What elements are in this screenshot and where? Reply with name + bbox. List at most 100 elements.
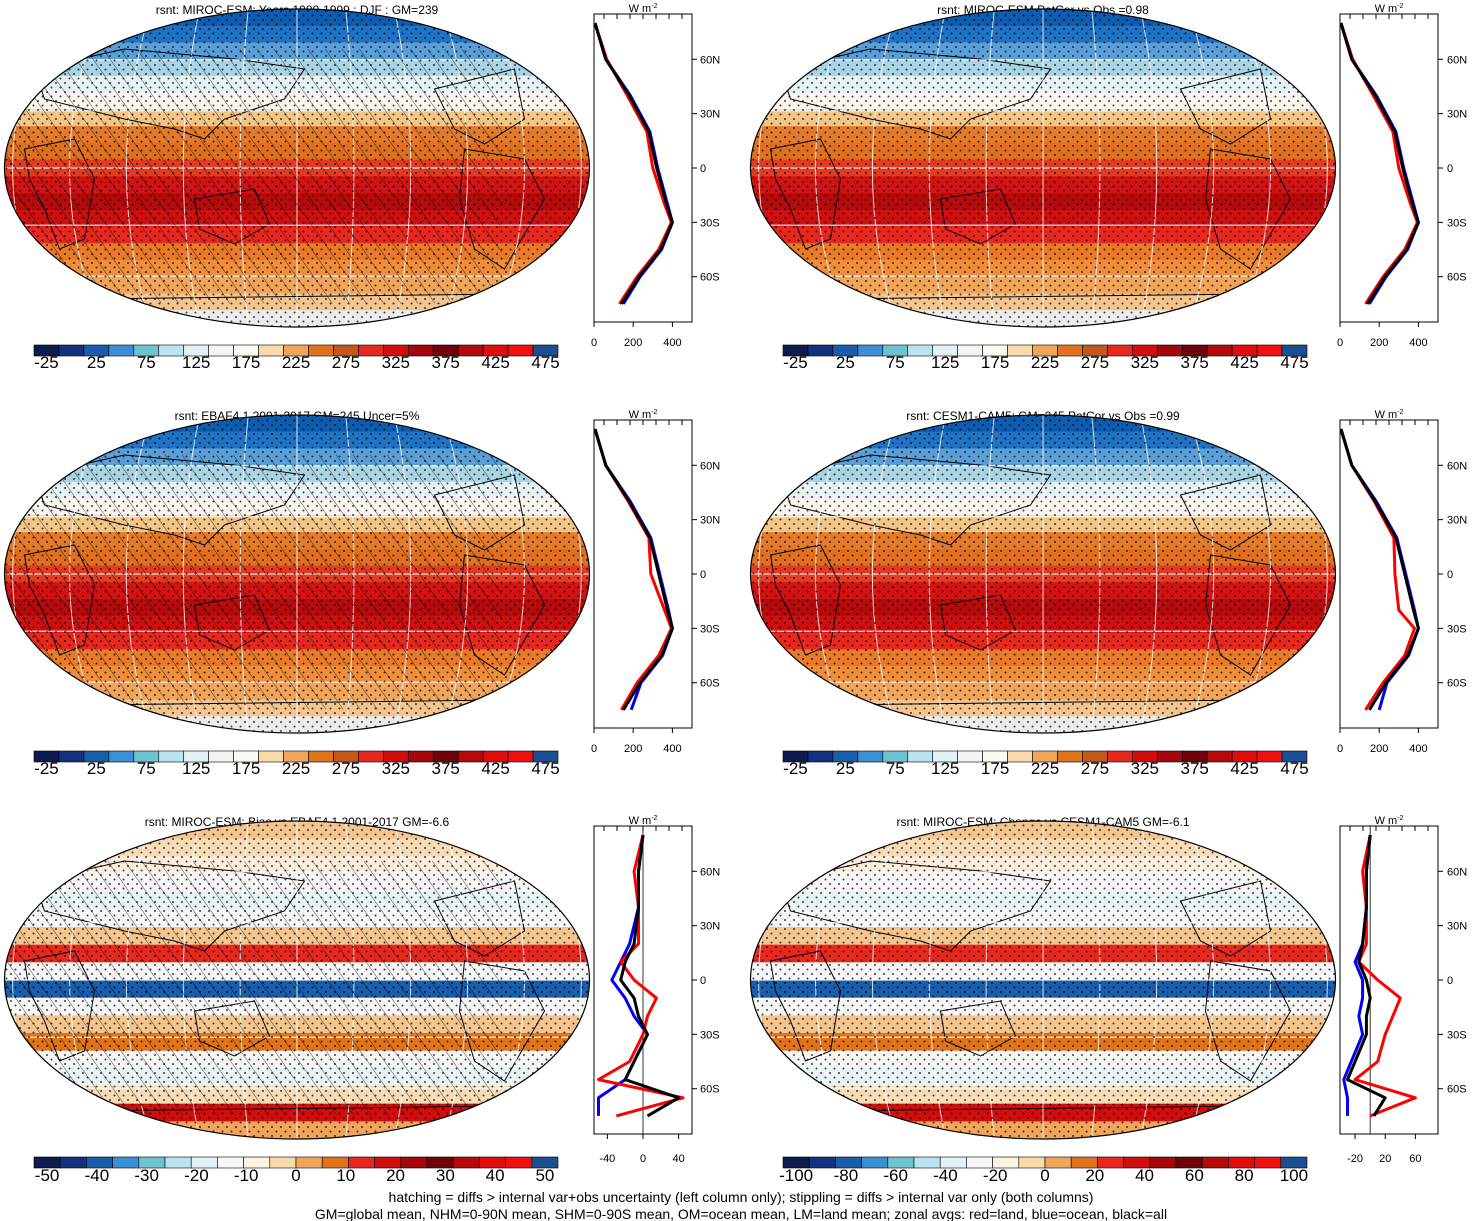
colorbar-swatch [308, 344, 334, 357]
colorbar-label: 375 [1181, 353, 1209, 372]
colorbar-label: -40 [933, 1166, 958, 1185]
colorbar-swatch [808, 1156, 836, 1169]
map [4, 9, 590, 327]
x-tick-label: 400 [1409, 337, 1427, 349]
colorbar-label: 475 [1280, 353, 1308, 372]
colorbar-swatch [532, 750, 559, 763]
colorbar-label: 40 [1135, 1166, 1154, 1185]
colorbar-label: -25 [34, 759, 59, 778]
zonal-line-all [593, 428, 674, 711]
colorbar-swatch [1057, 344, 1083, 357]
colorbar-label: 425 [1230, 759, 1258, 778]
zonal-unit-label: W m-2 [1375, 815, 1404, 827]
colorbar-swatch [907, 344, 934, 357]
lat-label: 60N [1447, 54, 1467, 66]
unit-superscript: -2 [1397, 3, 1403, 10]
x-tick-label: 400 [663, 743, 681, 755]
lat-label: 0 [700, 163, 706, 175]
colorbar-label: -10 [234, 1166, 259, 1185]
footer-line-2: GM=global mean, NHM=0-90N mean, SHM=0-90… [315, 1206, 1167, 1221]
colorbar-label: -20 [983, 1166, 1008, 1185]
colorbar-label: 275 [1081, 759, 1109, 778]
lat-label: 60S [700, 272, 720, 284]
lat-label: 30N [1447, 921, 1467, 933]
colorbar-label: 325 [1131, 353, 1159, 372]
colorbar-swatch [58, 344, 85, 357]
lat-label: 60S [1447, 678, 1467, 690]
colorbar-label: -30 [134, 1166, 159, 1185]
colorbar-label: 225 [1031, 353, 1059, 372]
colorbar-swatch [358, 344, 384, 357]
colorbar-label: -25 [783, 353, 808, 372]
zonal-line-land [593, 22, 673, 305]
zonal-mean-plot: W m-2 60N 30N 0 30S 60S 0 200 400 [1337, 3, 1467, 349]
lat-label: 60N [700, 866, 720, 878]
colorbar: -25 25 75 125 175 225 275 325 375 425 475 [782, 344, 1309, 372]
unit-superscript: -2 [651, 409, 657, 416]
colorbar-swatch [158, 750, 185, 763]
colorbar-swatch [58, 750, 85, 763]
lat-label: 30S [1447, 1029, 1467, 1041]
colorbar-swatch [1206, 344, 1233, 357]
colorbar-swatch [1107, 750, 1133, 763]
zonal-line-ocean [1339, 428, 1420, 711]
colorbar-swatch [452, 1156, 480, 1169]
colorbar-label: 100 [1280, 1166, 1308, 1185]
colorbar-swatch [1007, 750, 1033, 763]
colorbar-swatch [407, 750, 434, 763]
lat-label: 0 [700, 975, 706, 987]
zonal-line-land [597, 834, 685, 1118]
stippling [750, 821, 1336, 1139]
x-tick-label: -20 [1347, 1153, 1363, 1165]
colorbar-swatch [457, 344, 484, 357]
colorbar-swatch [957, 750, 983, 763]
lat-label: 60S [1447, 272, 1467, 284]
colorbar-swatch [208, 750, 234, 763]
zonal-unit-label: W m-2 [629, 815, 658, 827]
colorbar-label: 475 [531, 353, 559, 372]
colorbar-label: 225 [1031, 759, 1059, 778]
colorbar-swatch [857, 344, 884, 357]
colorbar-label: 0 [1040, 1166, 1049, 1185]
panel-4: rsnt: CESM1-CAM5: GM=245 PatCor vs Obs =… [749, 409, 1467, 778]
colorbar-swatch [1281, 750, 1308, 763]
footer-line-1: hatching = diffs > internal var+obs unce… [389, 1189, 1094, 1205]
colorbar-swatch [531, 1156, 559, 1169]
x-tick-label: 0 [591, 337, 597, 349]
colorbar-swatch [807, 750, 834, 763]
x-tick-label: 40 [673, 1153, 685, 1165]
map-border [749, 8, 1337, 328]
colorbar-swatch [532, 344, 559, 357]
colorbar-label: 375 [432, 353, 460, 372]
colorbar-label: 125 [931, 353, 959, 372]
hatching [4, 455, 502, 710]
zonal-line-ocean [593, 22, 674, 305]
colorbar: -100 -80 -60 -40 -20 0 20 40 60 80 100 [779, 1156, 1308, 1185]
colorbar-swatch [108, 344, 135, 357]
x-tick-label: 0 [591, 743, 597, 755]
colorbar: -25 25 75 125 175 225 275 325 375 425 475 [33, 344, 560, 372]
colorbar-swatch [1254, 1156, 1282, 1169]
colorbar-label: 175 [981, 353, 1009, 372]
lat-label: 0 [700, 569, 706, 581]
colorbar-label: 225 [282, 759, 310, 778]
colorbar-swatch [1156, 344, 1183, 357]
colorbar-swatch [1007, 344, 1033, 357]
lat-label: 0 [1447, 975, 1453, 987]
colorbar-label: 375 [432, 759, 460, 778]
map-border [749, 414, 1337, 734]
colorbar-label: 475 [1280, 759, 1308, 778]
colorbar-label: 50 [535, 1166, 554, 1185]
x-tick-label: 0 [1337, 743, 1343, 755]
colorbar-label: 80 [1235, 1166, 1254, 1185]
panel-5: rsnt: MIROC-ESM: Bias vs EBAF4.1 2001-20… [3, 815, 720, 1185]
lat-label: 60S [700, 678, 720, 690]
colorbar-label: -25 [783, 759, 808, 778]
x-tick-label: 60 [1409, 1153, 1421, 1165]
lat-label: 60S [700, 1084, 720, 1096]
zonal-mean-plot: W m-2 60N 30N 0 30S 60S -20 20 60 [1339, 815, 1467, 1165]
colorbar-label: 0 [291, 1166, 300, 1185]
colorbar-label: 75 [137, 353, 156, 372]
zonal-mean-plot: W m-2 60N 30N 0 30S 60S 0 200 400 [591, 409, 720, 755]
unit-superscript: -2 [651, 3, 657, 10]
